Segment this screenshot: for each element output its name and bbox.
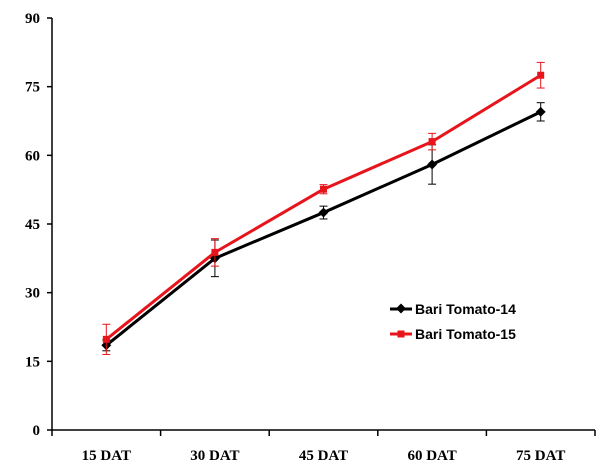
- series-layer: [101, 61, 546, 355]
- data-point: [320, 185, 327, 193]
- x-tick-label: 60 DAT: [407, 448, 456, 464]
- legend-label-bari-tomato-14: Bari Tomato-14: [415, 301, 516, 317]
- data-point: [427, 159, 438, 170]
- y-tick-label: 75: [25, 80, 40, 96]
- y-axis-ticks: 0 15 30 45 60 75 90: [25, 11, 52, 439]
- data-point: [211, 248, 219, 256]
- data-point: [102, 335, 110, 343]
- y-tick-label: 90: [25, 11, 40, 27]
- series-bari-tomato-15: [102, 61, 545, 355]
- x-tick-label: 15 DAT: [82, 448, 131, 464]
- legend: Bari Tomato-14 Bari Tomato-15: [390, 301, 516, 342]
- legend-entry-bari-tomato-15: Bari Tomato-15: [390, 326, 516, 342]
- data-point: [535, 106, 546, 117]
- data-point: [428, 138, 436, 146]
- data-point: [318, 207, 329, 218]
- y-tick-label: 15: [25, 354, 40, 370]
- y-tick-label: 0: [33, 423, 41, 439]
- y-tick-label: 60: [25, 148, 40, 164]
- y-tick-label: 30: [25, 286, 40, 302]
- legend-entry-bari-tomato-14: Bari Tomato-14: [390, 301, 516, 317]
- x-tick-label: 45 DAT: [299, 448, 348, 464]
- x-tick-label: 30 DAT: [190, 448, 239, 464]
- x-axis-ticks: 15 DAT 30 DAT 45 DAT 60 DAT 75 DAT: [51, 430, 596, 464]
- legend-marker-bari-tomato-15: [397, 330, 405, 338]
- legend-label-bari-tomato-15: Bari Tomato-15: [415, 326, 516, 342]
- data-point: [537, 71, 545, 79]
- y-tick-label: 45: [25, 217, 40, 233]
- x-tick-label: 75 DAT: [516, 448, 565, 464]
- legend-marker-bari-tomato-14: [396, 303, 406, 314]
